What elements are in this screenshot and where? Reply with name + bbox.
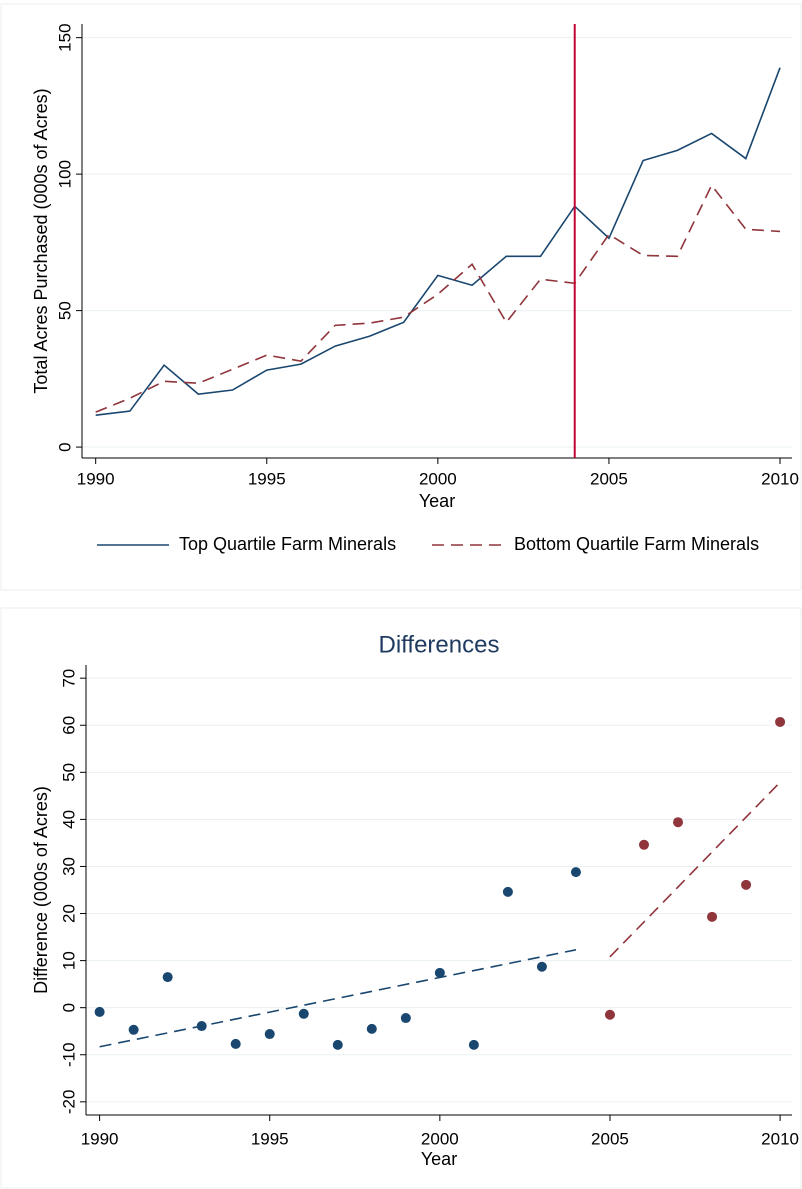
y-tick-label: 150	[55, 23, 74, 51]
y-tick-label: 0	[55, 442, 74, 451]
x-tick-label: 2000	[421, 1129, 459, 1148]
x-tick-label: 1995	[251, 1129, 289, 1148]
y-tick-label: 70	[59, 669, 78, 688]
y-tick-label: 40	[59, 810, 78, 829]
fit-line	[99, 948, 577, 1048]
y-tick-label: 50	[55, 301, 74, 320]
point	[638, 839, 649, 850]
point	[502, 886, 513, 897]
panel	[0, 3, 802, 591]
y-axis-label: Total Acres Purchased (000s of Acres)	[31, 88, 51, 393]
panel	[0, 607, 802, 1189]
point	[741, 879, 752, 890]
line	[95, 183, 781, 413]
x-axis-label: Year	[419, 491, 455, 511]
y-tick-label: 30	[59, 857, 78, 876]
x-tick-label: 2010	[761, 1129, 799, 1148]
x-tick-label: 2000	[419, 469, 457, 488]
x-tick-label: 2005	[590, 469, 628, 488]
y-tick-label: 60	[59, 716, 78, 735]
point	[230, 1038, 241, 1049]
x-tick-label: 1995	[248, 469, 286, 488]
y-tick-label: 100	[55, 160, 74, 188]
point	[94, 1006, 105, 1017]
point	[128, 1024, 139, 1035]
point	[264, 1029, 275, 1040]
x-tick-label: 2005	[591, 1129, 629, 1148]
point	[468, 1039, 479, 1050]
x-tick-label: 1990	[77, 469, 115, 488]
line	[95, 67, 781, 416]
fit-line	[609, 781, 781, 958]
y-tick-label: -20	[59, 1090, 78, 1115]
point	[775, 716, 786, 727]
point	[570, 867, 581, 878]
legend-label: Bottom Quartile Farm Minerals	[514, 534, 759, 554]
y-tick-label: -10	[59, 1042, 78, 1067]
point	[434, 967, 445, 978]
x-tick-label: 2010	[761, 469, 799, 488]
point	[536, 961, 547, 972]
y-tick-label: 0	[59, 1003, 78, 1012]
y-tick-label: 10	[59, 951, 78, 970]
point	[332, 1039, 343, 1050]
point	[400, 1013, 411, 1024]
y-axis-label: Difference (000s of Acres)	[31, 786, 51, 994]
point	[162, 972, 173, 983]
legend-label: Top Quartile Farm Minerals	[179, 534, 396, 554]
y-tick-label: 50	[59, 763, 78, 782]
chart-title: Differences	[379, 631, 500, 658]
point	[366, 1023, 377, 1034]
point	[298, 1008, 309, 1019]
x-tick-label: 1990	[81, 1129, 119, 1148]
point	[196, 1021, 207, 1032]
y-tick-label: 20	[59, 904, 78, 923]
point	[707, 911, 718, 922]
x-axis-label: Year	[421, 1149, 457, 1169]
point	[604, 1009, 615, 1020]
point	[673, 817, 684, 828]
